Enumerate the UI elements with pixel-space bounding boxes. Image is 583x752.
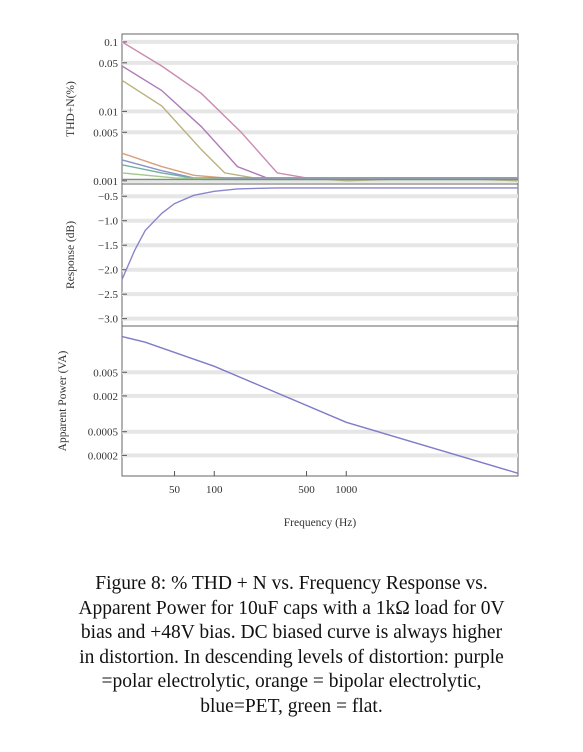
power-ticks: 0.005 0.002 0.0005 0.0002: [88, 367, 127, 462]
power-ytick-label: 0.0002: [88, 450, 118, 462]
response-ytick-label: −2.0: [98, 265, 118, 277]
power-panel: 0.005 0.002 0.0005 0.0002 Apparent Power (V…: [57, 325, 519, 477]
power-ylabel: Apparent Power (VA): [57, 350, 69, 451]
thd-ytick-label: 0.001: [93, 176, 118, 188]
response-plot-frame: [121, 183, 519, 327]
power-ytick-label: 0.002: [93, 391, 118, 403]
thd-series-line: [121, 65, 518, 179]
power-ytick-label: 0.005: [93, 367, 118, 379]
thd-ytick-label: 0.01: [99, 106, 118, 118]
response-ytick-label: −3.0: [98, 314, 118, 326]
power-series-line: [121, 335, 519, 474]
response-series-line: [121, 187, 518, 280]
thd-ytick-label: 0.1: [104, 37, 118, 49]
response-panel: −0.5 −1.0 −1.5 −2.0 −2.5 −3.0 Response (dB): [65, 183, 519, 327]
caption-line: =polar electrolytic, orange = bipolar el…: [101, 671, 482, 692]
caption-line: in distortion. In descending levels of d…: [79, 646, 504, 668]
x-tick-label: 500: [298, 484, 315, 496]
x-tick-label: 50: [169, 484, 181, 496]
response-ylabel: Response (dB): [65, 221, 77, 289]
x-axis-ticks: 50 100 500 1000: [169, 471, 358, 496]
power-plot-frame: [121, 325, 519, 477]
thd-ytick-label: 0.005: [93, 127, 118, 139]
response-ytick-label: −0.5: [98, 191, 118, 203]
caption-line: bias and +48V bias. DC biased curve is a…: [80, 622, 503, 643]
thd-lines: [121, 41, 519, 182]
thd-ticks: 0.1 0.05 0.01 0.005 0.001: [93, 37, 127, 188]
response-lines: [121, 187, 518, 280]
response-ytick-label: −1.5: [98, 240, 118, 252]
thd-ylabel: THD+N(%): [65, 81, 77, 137]
x-tick-label: 1000: [335, 484, 358, 496]
thd-panel: 0.1 0.05 0.01 0.005 0.001 THD+N(%): [65, 33, 519, 188]
response-gridlines: [122, 194, 518, 321]
response-ytick-label: −2.5: [98, 289, 118, 301]
thd-gridlines: [122, 39, 518, 183]
figure-caption: Figure 8: % THD + N vs. Frequency Respon…: [20, 572, 563, 719]
response-ticks: −0.5 −1.0 −1.5 −2.0 −2.5 −3.0: [98, 191, 127, 326]
x-axis-title: Frequency (Hz): [284, 517, 357, 529]
power-gridlines: [122, 370, 518, 458]
thd-series-line: [121, 152, 518, 179]
response-ytick-label: −1.0: [98, 216, 118, 228]
power-ytick-label: 0.0005: [88, 427, 119, 439]
caption-line: Apparent Power for 10uF caps with a 1kΩ …: [78, 597, 505, 619]
power-lines: [121, 335, 519, 474]
caption-line: blue=PET, green = flat.: [200, 695, 383, 717]
thd-ytick-label: 0.05: [99, 58, 119, 70]
thd-series-line: [121, 159, 518, 179]
x-tick-label: 100: [206, 484, 223, 496]
caption-line: Figure 8: % THD + N vs. Frequency Respon…: [95, 573, 488, 594]
